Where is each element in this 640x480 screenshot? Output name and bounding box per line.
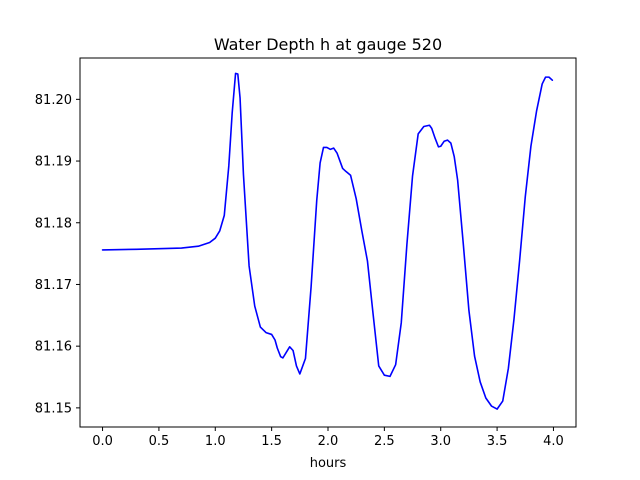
plot-frame [79,57,577,428]
x-tick-label: 2.5 [374,434,395,449]
x-tick-label: 4.0 [543,434,564,449]
y-axis-ticks: 81.15 81.16 81.17 81.18 81.19 81.20 [35,93,80,416]
y-tick-label: 81.17 [35,278,72,293]
x-axis-label: hours [310,456,347,471]
x-tick-label: 2.0 [318,434,339,449]
y-tick-label: 81.15 [35,401,72,416]
x-tick-label: 0.0 [92,434,113,449]
y-tick-label: 81.18 [35,216,72,231]
y-tick-label: 81.20 [35,93,72,108]
series-layer [101,72,554,410]
chart-title: Water Depth h at gauge 520 [214,35,442,54]
x-tick-label: 3.5 [487,434,508,449]
y-tick-label: 81.19 [35,155,72,170]
x-tick-label: 1.0 [205,434,226,449]
x-axis-ticks: 0.0 0.5 1.0 1.5 2.0 2.5 3.0 3.5 4.0 [92,427,564,449]
series-line [101,72,554,410]
x-tick-label: 3.0 [430,434,451,449]
x-tick-label: 0.5 [149,434,170,449]
y-tick-label: 81.16 [35,340,72,355]
x-tick-label: 1.5 [261,434,282,449]
